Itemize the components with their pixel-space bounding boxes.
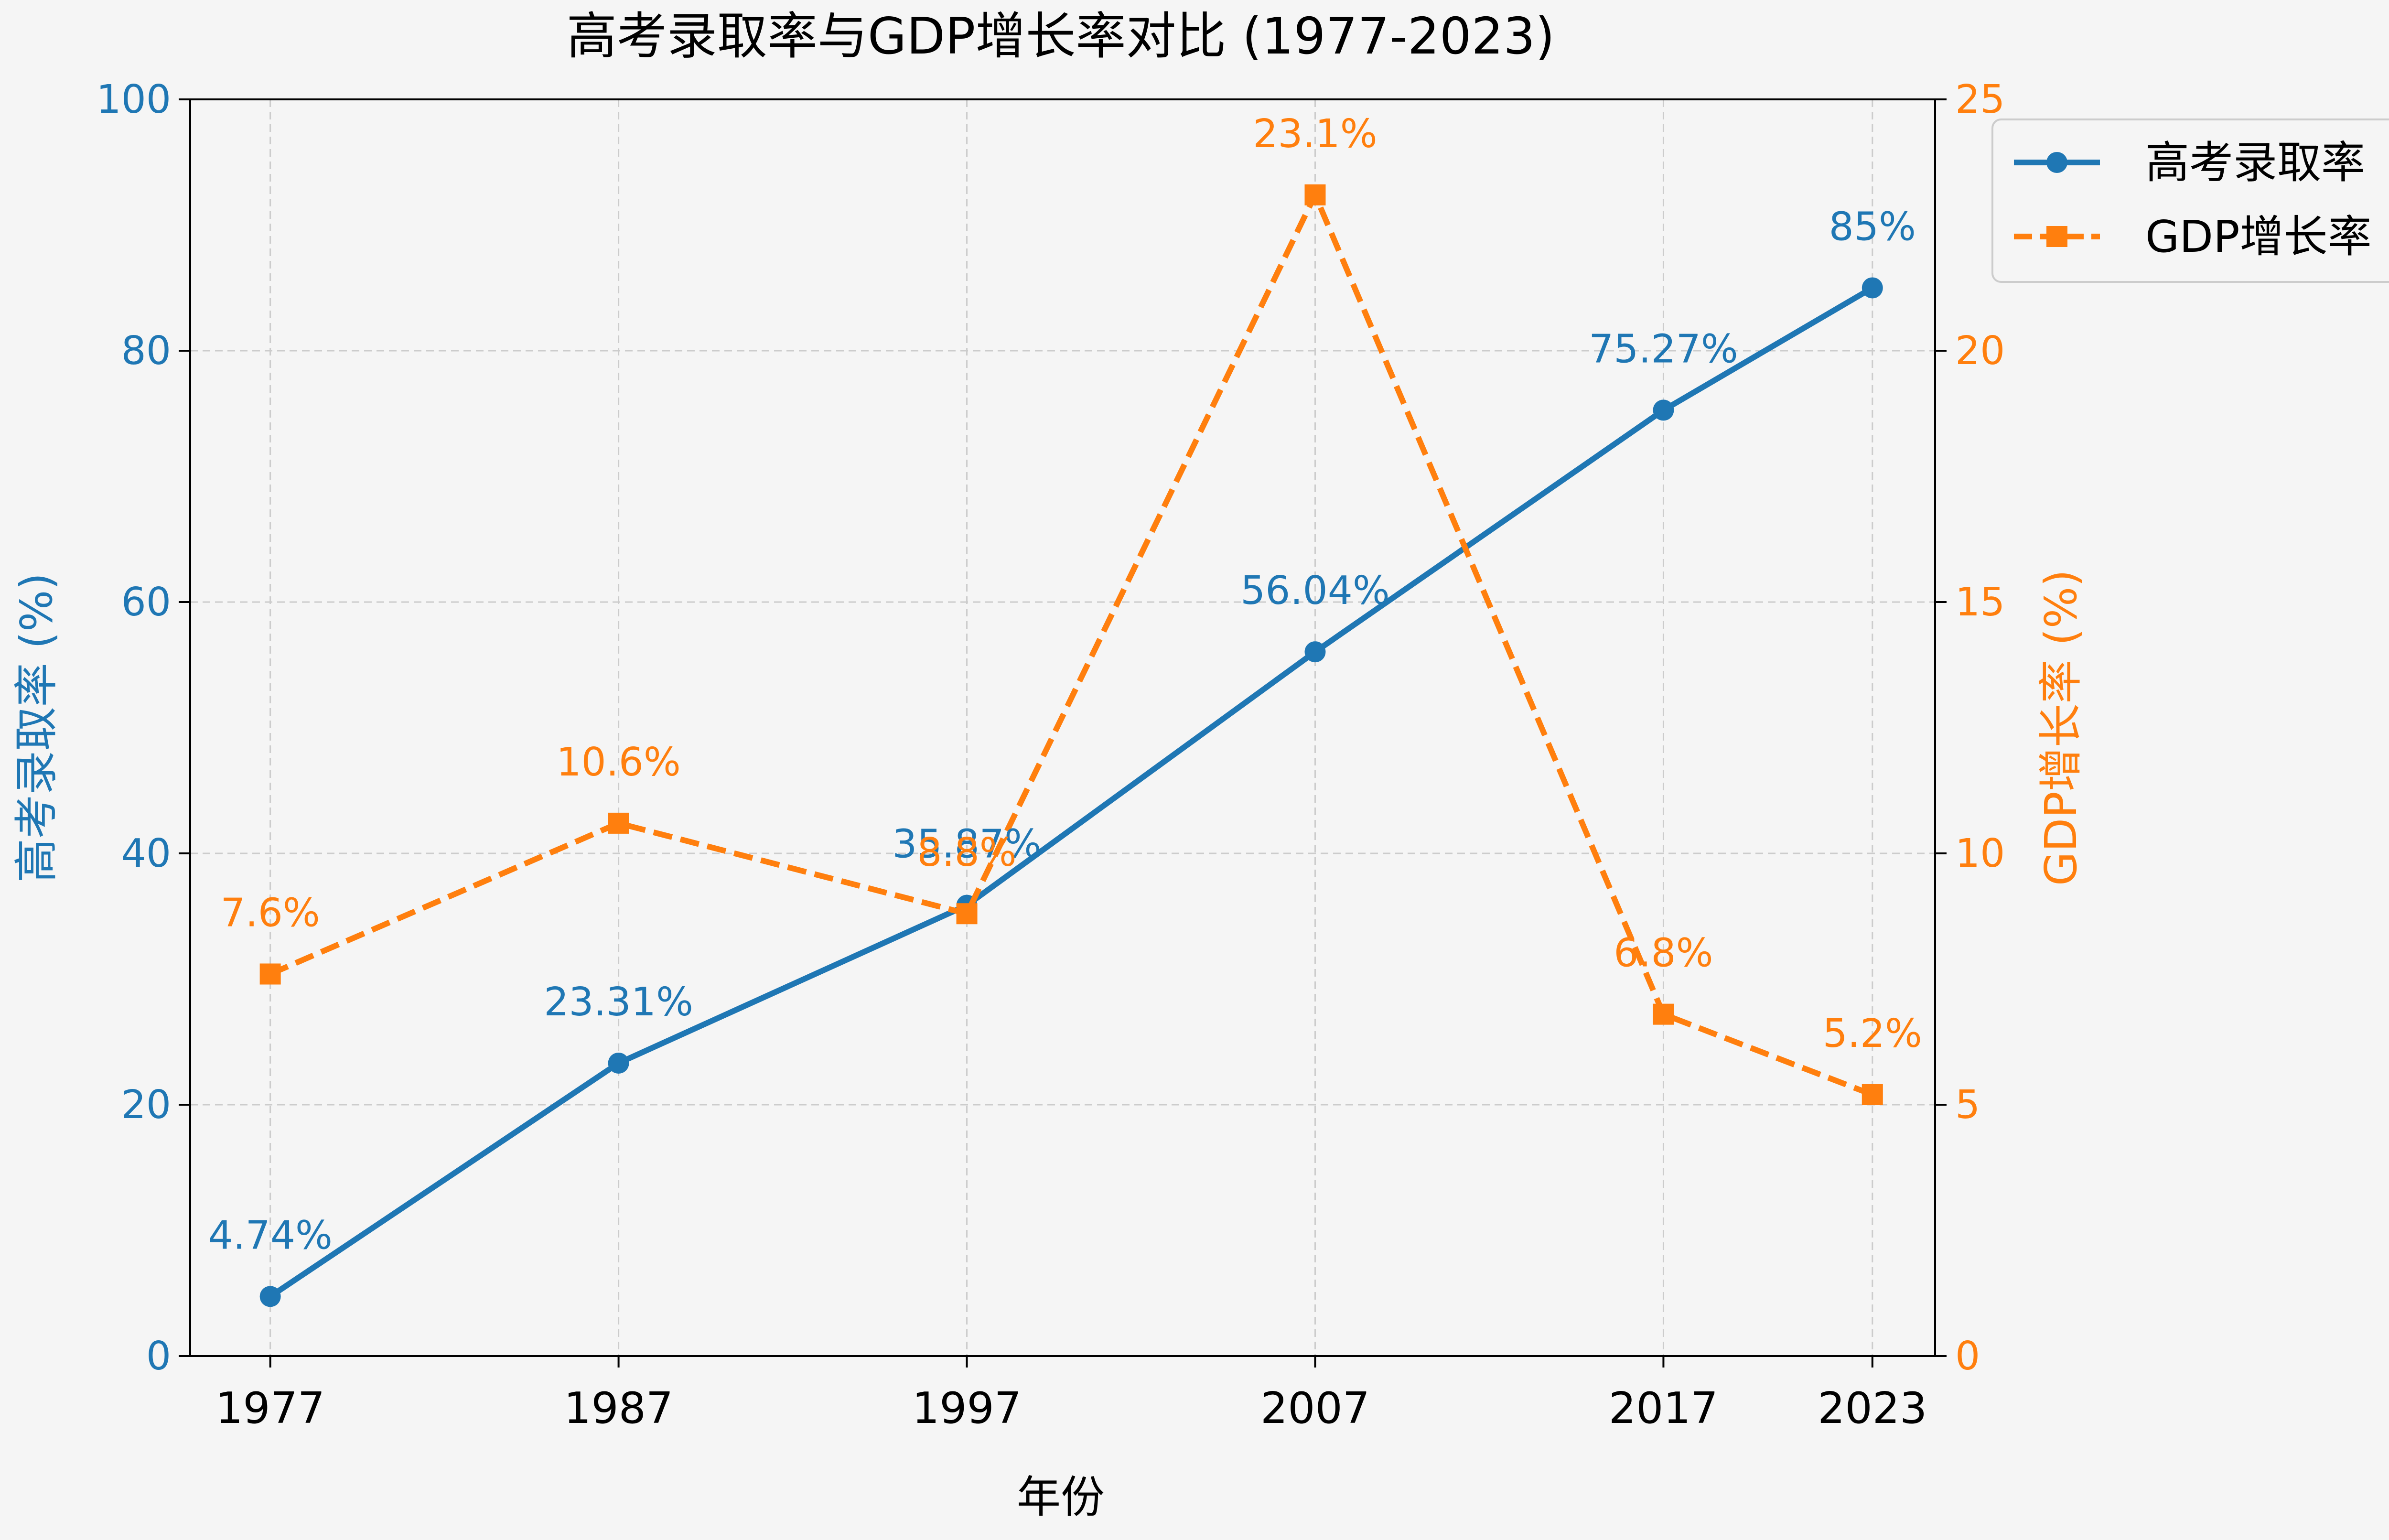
left-y-tick-label: 60 bbox=[121, 580, 171, 625]
data-label-gaokao-rate: 23.31% bbox=[544, 980, 693, 1025]
x-tick-label: 2023 bbox=[1818, 1383, 1927, 1433]
left-y-tick-label: 100 bbox=[96, 77, 171, 122]
data-point-gdp-growth bbox=[957, 903, 978, 924]
right-y-tick-label: 15 bbox=[1955, 580, 2005, 625]
data-point-gaokao-rate bbox=[1653, 399, 1674, 420]
plot-frame bbox=[190, 99, 1935, 1356]
left-y-axis: 0 20 40 60 80 100 bbox=[96, 77, 190, 1379]
left-y-tick-label: 40 bbox=[121, 831, 171, 876]
x-tick-label: 1977 bbox=[215, 1383, 325, 1433]
data-label-gdp-growth: 23.1% bbox=[1253, 111, 1377, 157]
data-point-gdp-growth bbox=[1653, 1004, 1674, 1025]
data-label-gdp-growth: 10.6% bbox=[556, 740, 681, 785]
chart-title: 高考录取率与GDP增长率对比 (1977-2023) bbox=[567, 7, 1555, 65]
x-tick-label: 2017 bbox=[1609, 1383, 1718, 1433]
left-y-tick-label: 80 bbox=[121, 328, 171, 374]
x-tick-label: 2007 bbox=[1260, 1383, 1370, 1433]
right-y-tick-label: 20 bbox=[1955, 328, 2005, 374]
legend: 高考录取率 GDP增长率 bbox=[1992, 119, 2389, 282]
data-point-gaokao-rate bbox=[260, 1286, 281, 1307]
x-axis-title: 年份 bbox=[1017, 1472, 1105, 1523]
data-point-gaokao-rate bbox=[1304, 641, 1325, 662]
legend-label-gdp-growth: GDP增长率 bbox=[2145, 211, 2372, 262]
data-label-gdp-growth: 6.8% bbox=[1614, 931, 1713, 976]
data-point-gdp-growth bbox=[260, 963, 281, 984]
data-label-gdp-growth: 5.2% bbox=[1823, 1011, 1922, 1056]
data-point-gdp-growth bbox=[608, 813, 629, 834]
right-y-tick-label: 0 bbox=[1955, 1334, 1980, 1379]
right-y-tick-label: 10 bbox=[1955, 831, 2005, 876]
right-y-tick-label: 25 bbox=[1955, 77, 2005, 122]
grid bbox=[190, 99, 1935, 1356]
left-y-axis-title: 高考录取率 (%) bbox=[11, 573, 62, 883]
data-labels: 4.74%23.31%35.87%56.04%75.27%85%7.6%10.6… bbox=[208, 111, 1922, 1258]
data-label-gaokao-rate: 85% bbox=[1829, 205, 1916, 250]
data-label-gaokao-rate: 4.74% bbox=[208, 1213, 333, 1258]
data-point-gaokao-rate bbox=[1862, 278, 1883, 299]
data-label-gdp-growth: 7.6% bbox=[220, 890, 320, 936]
right-y-tick-label: 5 bbox=[1955, 1082, 1980, 1128]
data-label-gaokao-rate: 75.27% bbox=[1589, 326, 1738, 372]
data-point-gdp-growth bbox=[1304, 184, 1325, 205]
data-point-gdp-growth bbox=[1862, 1084, 1883, 1105]
x-tick-label: 1997 bbox=[912, 1383, 1022, 1433]
left-y-tick-label: 20 bbox=[121, 1082, 171, 1128]
data-point-gaokao-rate bbox=[608, 1053, 629, 1074]
right-y-axis-title: GDP增长率 (%) bbox=[2035, 570, 2087, 886]
legend-label-gaokao-rate: 高考录取率 bbox=[2145, 137, 2365, 188]
series-line-gaokao-rate bbox=[270, 288, 1872, 1297]
data-label-gaokao-rate: 56.04% bbox=[1240, 568, 1390, 614]
data-label-gdp-growth: 8.8% bbox=[917, 830, 1016, 875]
x-axis: 1977 1987 1997 2007 2017 2023 bbox=[215, 1356, 1927, 1433]
legend-marker-gaokao-rate bbox=[2046, 152, 2067, 173]
legend-marker-gdp-growth bbox=[2046, 226, 2067, 247]
left-y-tick-label: 0 bbox=[146, 1334, 171, 1379]
x-tick-label: 1987 bbox=[564, 1383, 673, 1433]
